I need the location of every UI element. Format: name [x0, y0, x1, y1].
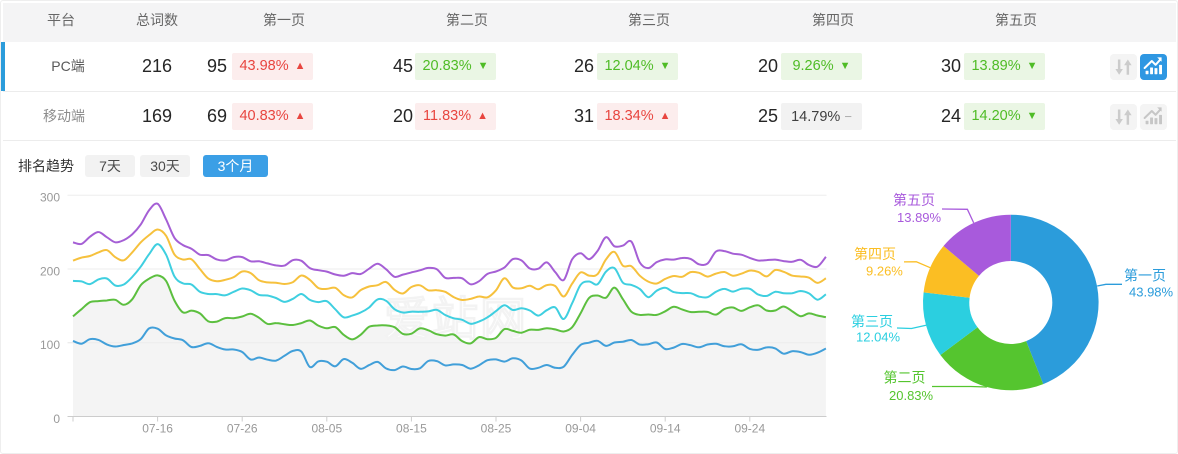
svg-text:13.89%: 13.89%: [897, 210, 942, 225]
svg-text:08-05: 08-05: [311, 422, 342, 436]
svg-text:第一页: 第一页: [1124, 268, 1166, 284]
svg-text:43.98%: 43.98%: [1129, 285, 1174, 300]
svg-text:100: 100: [40, 338, 60, 352]
svg-text:08-25: 08-25: [481, 422, 512, 436]
svg-text:200: 200: [40, 264, 60, 278]
svg-text:20.83%: 20.83%: [889, 388, 934, 403]
svg-text:第三页: 第三页: [851, 314, 893, 330]
svg-text:07-26: 07-26: [227, 422, 258, 436]
svg-text:12.04%: 12.04%: [856, 330, 901, 345]
svg-text:07-16: 07-16: [142, 422, 173, 436]
svg-text:0: 0: [53, 412, 60, 426]
svg-text:300: 300: [40, 191, 60, 205]
svg-text:08-15: 08-15: [396, 422, 427, 436]
svg-text:9.26%: 9.26%: [866, 264, 903, 279]
svg-text:09-14: 09-14: [650, 422, 681, 436]
svg-text:第二页: 第二页: [884, 370, 926, 386]
svg-text:第五页: 第五页: [893, 192, 935, 208]
svg-text:09-24: 09-24: [734, 422, 765, 436]
svg-text:09-04: 09-04: [565, 422, 596, 436]
svg-text:第四页: 第四页: [854, 246, 896, 262]
